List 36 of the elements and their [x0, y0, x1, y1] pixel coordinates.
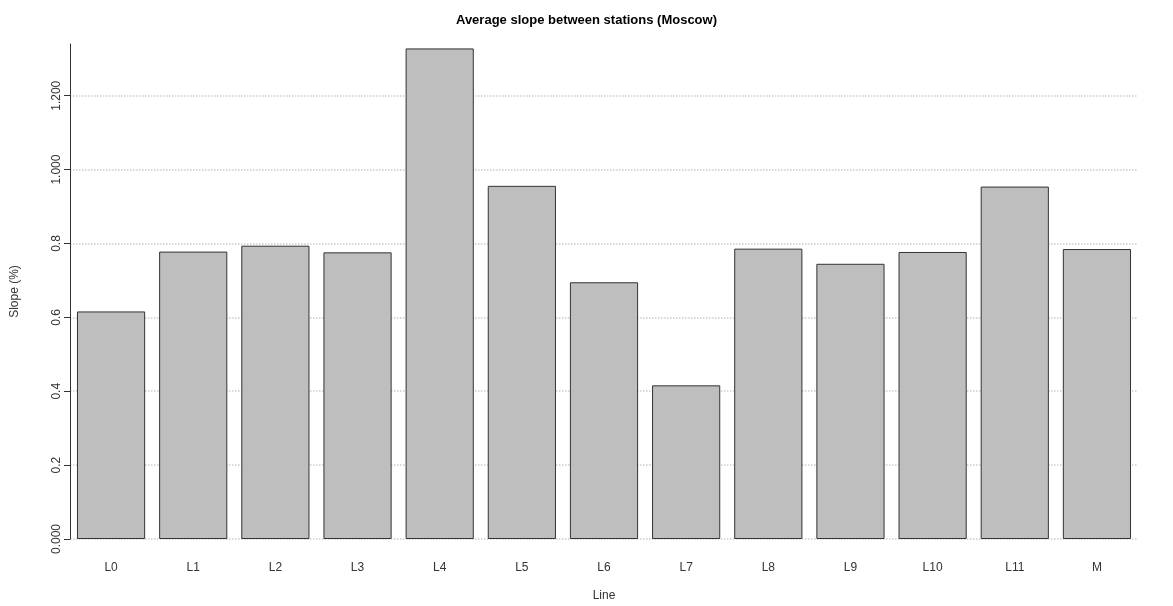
bar [980, 186, 1049, 539]
x-tick-label: L7 [679, 560, 694, 574]
x-tick-label: L8 [761, 560, 776, 574]
x-tick-label: L0 [104, 560, 119, 574]
bar [816, 263, 885, 539]
y-tick-label: 0.000 [49, 523, 63, 555]
y-tick-label: 0.6 [49, 308, 63, 326]
x-tick-label: L10 [922, 560, 943, 574]
chart-title: Average slope between stations (Moscow) [455, 12, 718, 27]
x-tick-label: L1 [186, 560, 201, 574]
y-axis-title: Slope (%) [7, 265, 21, 318]
bar [1062, 249, 1132, 539]
x-axis-title: Line [592, 588, 616, 602]
x-tick-label: M [1091, 560, 1102, 574]
y-tick-label: 0.8 [49, 234, 63, 252]
bar [487, 185, 556, 539]
bar [569, 282, 639, 539]
x-tick-label: L11 [1005, 560, 1025, 574]
bar [241, 245, 310, 539]
x-tick-label: L3 [350, 560, 365, 574]
x-tick-label: L4 [433, 560, 447, 574]
x-tick-label: L6 [597, 560, 611, 574]
bar [898, 251, 967, 539]
y-tick-label: 0.4 [49, 382, 63, 400]
y-tick-label: 1.200 [49, 80, 63, 111]
y-tick-label: 1.000 [49, 154, 63, 185]
bar [652, 385, 721, 539]
x-tick-label: L2 [268, 560, 283, 574]
bar [323, 252, 392, 539]
x-tick-label: L5 [515, 560, 529, 574]
bar [734, 248, 803, 539]
x-tick-label: L9 [843, 560, 858, 574]
bar [159, 251, 228, 539]
bar [405, 48, 474, 539]
bar [76, 311, 146, 539]
y-tick-label: 0.2 [49, 456, 63, 474]
